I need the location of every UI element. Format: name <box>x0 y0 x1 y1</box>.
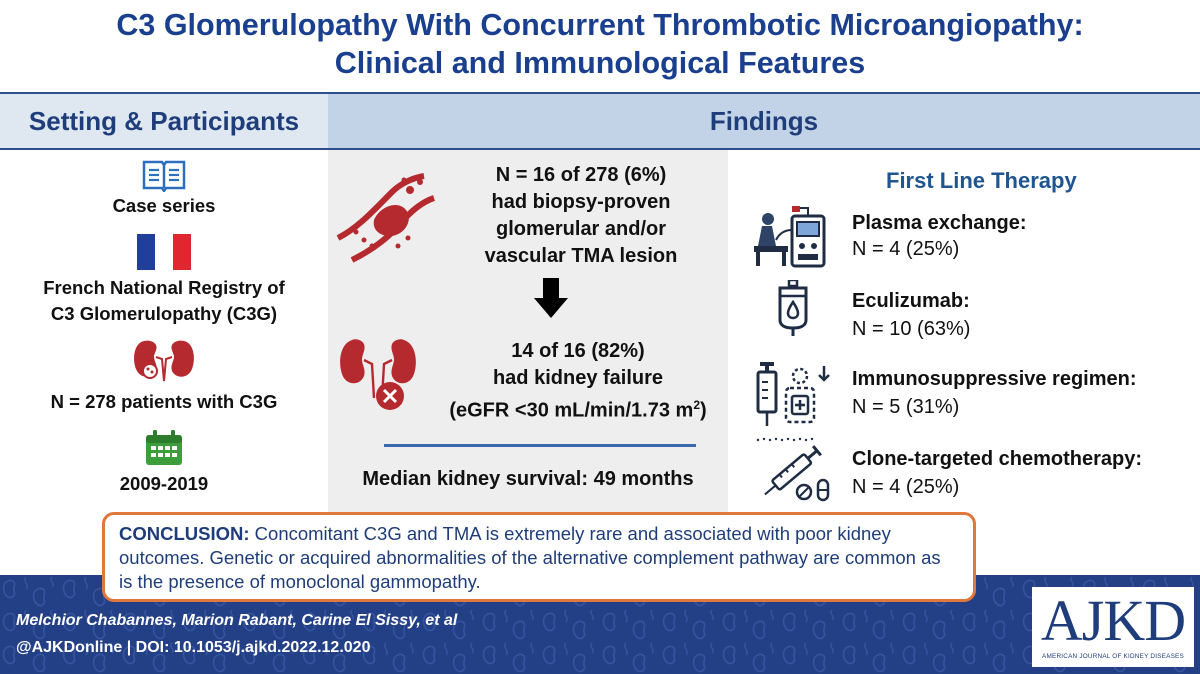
blood-vessel-icon <box>336 173 436 263</box>
therapy-title: First Line Therapy <box>886 168 1077 193</box>
kidney-icon <box>134 340 194 382</box>
failure-line-2: had kidney failure <box>492 367 664 389</box>
infographic-title: C3 Glomerulopathy With Concurrent Thromb… <box>0 6 1200 82</box>
therapy-label-plasma: Plasma exchange: <box>852 212 1027 234</box>
findings-header: Findings <box>328 92 1200 150</box>
author-list: Melchior Chabannes, Marion Rabant, Carin… <box>16 612 458 629</box>
patient-count: N = 278 patients with C3G <box>50 391 278 412</box>
study-design: Case series <box>112 195 216 216</box>
findings-header-label: Findings <box>709 105 819 136</box>
down-arrow-icon <box>534 278 568 318</box>
logo-tagline: AMERICAN JOURNAL OF KIDNEY DISEASES <box>1042 653 1184 660</box>
egfr-close: ) <box>700 399 707 422</box>
registry-line-1: French National Registry of <box>43 277 285 298</box>
calendar-icon <box>146 430 182 465</box>
conclusion-text: Concomitant C3G and TMA is extremely rar… <box>119 523 941 592</box>
therapy-value-plasma: N = 4 (25%) <box>852 238 960 260</box>
iv-bag-icon <box>778 280 808 336</box>
egfr-superscript: 2 <box>693 398 700 412</box>
therapy-label-eculizumab: Eculizumab: <box>852 290 970 312</box>
conclusion-label: CONCLUSION: <box>119 523 250 544</box>
chemotherapy-icon <box>756 437 830 502</box>
failure-line-3: (eGFR <30 mL/min/1.73 m2) <box>432 392 724 425</box>
plasma-exchange-icon <box>754 206 826 268</box>
findings-column: N = 16 of 278 (6%) had biopsy-proven glo… <box>328 150 728 512</box>
kidney-survival: Median kidney survival: 49 months <box>362 468 694 490</box>
setting-column: Case series French National Registry of … <box>0 150 328 510</box>
setting-header-label: Setting & Participants <box>28 105 300 136</box>
setting-header: Setting & Participants <box>0 92 328 150</box>
tma-line-3: glomerular and/or <box>495 218 667 240</box>
registry-line-2: C3 Glomerulopathy (C3G) <box>50 303 278 324</box>
french-flag-icon <box>137 234 191 270</box>
therapy-label-immunosuppressive: Immunosuppressive regimen: <box>852 368 1137 390</box>
doi-line[interactable]: @AJKDonline | DOI: 10.1053/j.ajkd.2022.1… <box>16 639 371 656</box>
findings-divider <box>384 444 696 447</box>
therapy-value-eculizumab: N = 10 (63%) <box>852 318 971 340</box>
failure-line-1: 14 of 16 (82%) <box>511 340 645 362</box>
title-line-2: Clinical and Immunological Features <box>334 46 866 80</box>
conclusion-box: CONCLUSION: Concomitant C3G and TMA is e… <box>102 512 976 602</box>
egfr-text: (eGFR <30 mL/min/1.73 m <box>449 399 694 422</box>
title-line-1: C3 Glomerulopathy With Concurrent Thromb… <box>116 8 1084 42</box>
kidney-failure-icon <box>340 339 416 410</box>
therapy-value-immunosuppressive: N = 5 (31%) <box>852 396 960 418</box>
logo-word: AJKD <box>1040 588 1186 653</box>
ajkd-logo: AJKD AMERICAN JOURNAL OF KIDNEY DISEASES <box>1032 587 1194 667</box>
therapy-value-chemotherapy: N = 4 (25%) <box>852 476 960 498</box>
tma-line-2: had biopsy-proven <box>491 191 671 213</box>
tma-line-1: N = 16 of 278 (6%) <box>495 164 667 186</box>
therapy-label-chemotherapy: Clone-targeted chemotherapy: <box>852 448 1143 470</box>
therapy-column: First Line Therapy Plasma exchange: N = … <box>728 150 1200 512</box>
tma-line-4: vascular TMA lesion <box>484 245 678 267</box>
immunosuppression-icon <box>756 362 830 426</box>
study-years: 2009-2019 <box>119 473 209 494</box>
book-icon <box>142 160 186 192</box>
